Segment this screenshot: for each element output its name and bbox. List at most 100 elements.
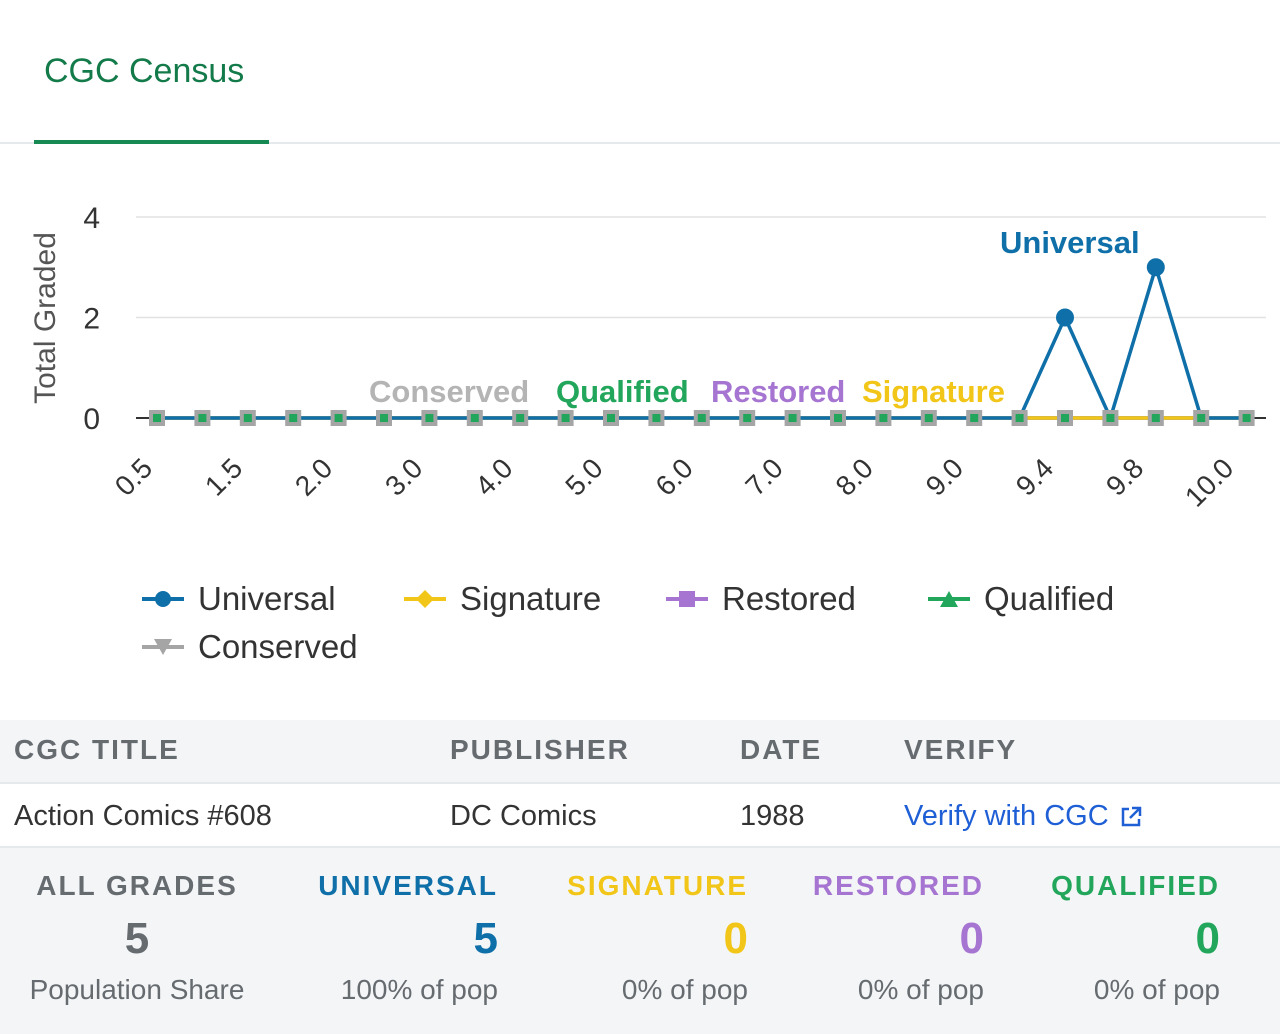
stat-sub: 0% of pop <box>857 974 984 1005</box>
data-point-marker-inner <box>561 414 570 422</box>
data-point-marker-inner <box>970 414 979 422</box>
legend-label: Conserved <box>198 628 358 665</box>
x-tick-label: 0.5 <box>109 452 158 501</box>
data-point-marker-inner <box>1106 414 1115 422</box>
annotation-restored: Restored <box>711 374 845 409</box>
y-tick-label: 4 <box>83 202 100 235</box>
y-axis: 0 2 4 <box>83 202 100 436</box>
stat-signature: SIGNATURE 0 0% of pop <box>540 870 748 1006</box>
chart-series <box>149 258 1255 426</box>
tab-label: CGC Census <box>44 52 245 90</box>
x-tick-label: 10.0 <box>1179 452 1239 512</box>
x-tick-label: 4.0 <box>469 452 518 501</box>
data-point-marker-inner <box>1242 414 1251 422</box>
x-tick-label: 8.0 <box>830 452 879 501</box>
cell-title: Action Comics #608 <box>14 800 272 832</box>
col-header-publisher: PUBLISHER <box>450 734 630 765</box>
data-point-marker-inner <box>470 414 479 422</box>
col-header-title: CGC TITLE <box>14 734 180 765</box>
data-point-marker-inner <box>743 414 752 422</box>
stat-value: 5 <box>473 914 498 963</box>
x-tick-label: 9.4 <box>1010 452 1059 501</box>
data-point-marker-inner <box>153 414 161 422</box>
x-tick-label: 1.5 <box>199 452 248 501</box>
tab-active-underline <box>34 140 269 144</box>
stat-value: 5 <box>124 914 150 963</box>
legend-label: Restored <box>722 580 856 617</box>
data-point-marker-inner <box>834 414 842 422</box>
legend-item-qualified[interactable]: Qualified <box>926 580 1114 618</box>
stat-sub: 100% of pop <box>340 974 498 1005</box>
data-point-universal <box>1056 308 1074 327</box>
legend-item-signature[interactable]: Signature <box>402 580 601 618</box>
data-point-marker-inner <box>243 414 252 422</box>
stat-value: 0 <box>959 914 984 963</box>
data-point-marker-inner <box>652 414 661 422</box>
stat-restored: RESTORED 0 0% of pop <box>776 870 984 1006</box>
cell-date: 1988 <box>740 800 805 832</box>
stat-all-grades: ALL GRADES 5 Population Share <box>24 870 250 1006</box>
legend-square-icon <box>666 591 708 607</box>
legend-diamond-icon <box>404 590 446 608</box>
external-link-icon <box>1121 806 1141 826</box>
data-point-marker-inner <box>697 414 706 422</box>
x-axis: 0.5 1.5 2.0 3.0 4.0 5.0 6.0 7.0 8.0 9.0 9.4 9.8 10.0 <box>109 452 1240 512</box>
stat-sub: Population Share <box>29 974 245 1005</box>
legend-label: Universal <box>198 580 336 617</box>
legend-triangle-icon <box>928 591 970 607</box>
legend-item-restored[interactable]: Restored <box>664 580 856 618</box>
data-point-marker-inner <box>198 414 207 422</box>
data-point-marker-inner <box>1151 414 1160 422</box>
population-stats: ALL GRADES 5 Population Share UNIVERSAL … <box>0 848 1280 1034</box>
verify-link-label: Verify with CGC <box>904 800 1109 832</box>
x-tick-label: 9.0 <box>920 452 969 501</box>
data-point-marker-inner <box>380 414 388 422</box>
data-point-marker-inner <box>516 414 525 422</box>
data-point-marker-inner <box>1015 414 1024 422</box>
stat-qualified: QUALIFIED 0 0% of pop <box>1012 870 1220 1006</box>
annotation-signature: Signature <box>862 374 1005 409</box>
stat-label: RESTORED <box>812 870 984 901</box>
data-point-marker-inner <box>788 414 797 422</box>
tab-cgc-census[interactable]: CGC Census <box>34 0 269 144</box>
y-axis-label: Total Graded <box>29 232 62 404</box>
table-header: CGC TITLE PUBLISHER DATE VERIFY <box>0 720 1280 784</box>
stat-sub: 0% of pop <box>1093 974 1220 1005</box>
census-chart: 0 2 4 Total Graded Conserved Qualified Resto… <box>29 202 1266 513</box>
legend-triangle-down-icon <box>142 639 184 655</box>
stat-label: ALL GRADES <box>36 870 238 901</box>
data-point-marker-inner <box>289 414 298 422</box>
cell-publisher: DC Comics <box>450 800 597 832</box>
y-tick-label: 2 <box>83 303 100 336</box>
col-header-date: DATE <box>740 734 823 765</box>
legend-item-universal[interactable]: Universal <box>140 580 336 618</box>
data-point-marker-inner <box>879 414 888 422</box>
stat-sub: 0% of pop <box>621 974 748 1005</box>
legend-label: Signature <box>460 580 602 617</box>
legend-item-conserved[interactable]: Conserved <box>140 628 358 666</box>
data-point-marker-inner <box>334 414 343 422</box>
stat-universal: UNIVERSAL 5 100% of pop <box>290 870 498 1006</box>
tab-bar: CGC Census <box>0 0 1280 144</box>
x-tick-label: 6.0 <box>649 452 698 501</box>
data-point-universal <box>1146 258 1165 277</box>
data-point-marker-inner <box>607 414 615 422</box>
verify-with-cgc-link[interactable]: Verify with CGC <box>904 800 1143 833</box>
annotation-conserved: Conserved <box>369 374 529 409</box>
data-point-marker-inner <box>425 414 434 422</box>
x-tick-label: 5.0 <box>559 452 608 501</box>
y-tick-label: 0 <box>83 403 100 436</box>
table-row: Action Comics #608 DC Comics 1988 Verify… <box>0 784 1280 848</box>
x-tick-label: 2.0 <box>289 452 338 501</box>
stat-label: QUALIFIED <box>1051 870 1220 901</box>
col-header-verify: VERIFY <box>904 734 1018 765</box>
data-point-marker-inner <box>1061 414 1069 422</box>
x-tick-label: 9.8 <box>1100 452 1149 501</box>
stat-label: SIGNATURE <box>567 870 748 901</box>
legend-circle-icon <box>142 591 184 607</box>
legend-label: Qualified <box>984 580 1115 617</box>
stat-value: 0 <box>723 914 748 963</box>
chart-annotations: Conserved Qualified Restored Signature Unive… <box>369 225 1140 409</box>
stat-label: UNIVERSAL <box>318 870 498 901</box>
title-table: CGC TITLE PUBLISHER DATE VERIFY Action C… <box>0 720 1280 848</box>
